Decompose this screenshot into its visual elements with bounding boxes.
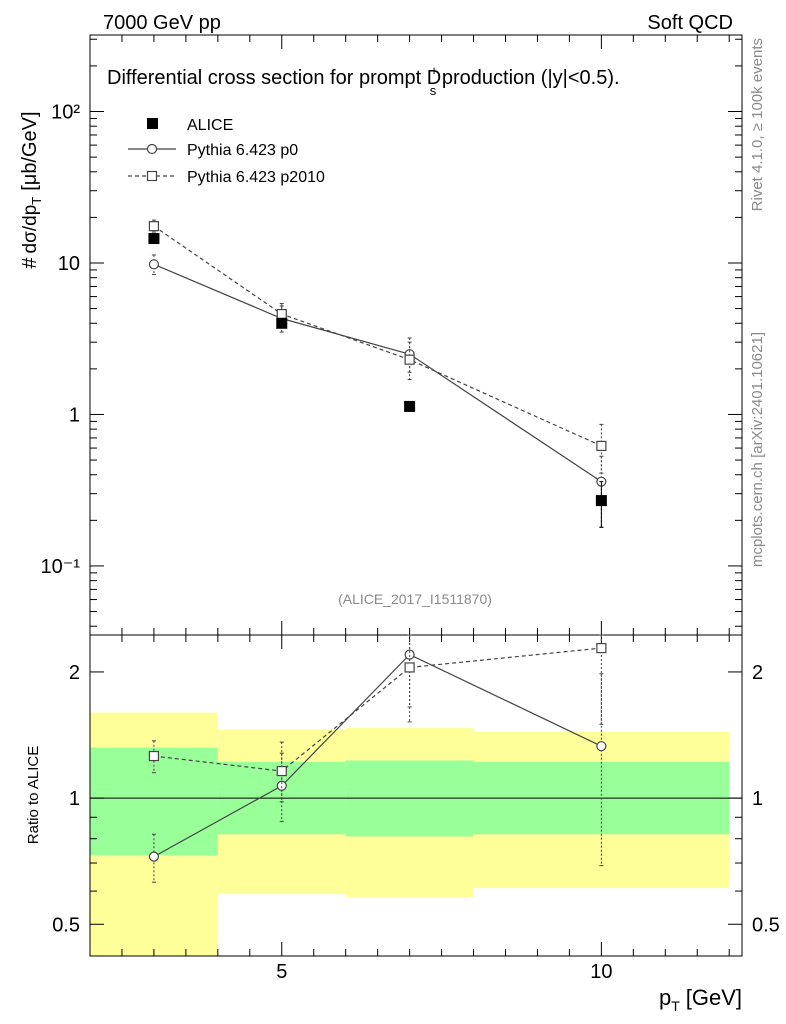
plot-title: Differential cross section for prompt D+… bbox=[107, 63, 620, 98]
main-point-pythia-6-423-p2010 bbox=[148, 221, 160, 232]
ratio-line-pythia-6-423-p0 bbox=[153, 653, 602, 858]
main-point-pythia-6-423-p0 bbox=[148, 259, 160, 270]
ratio-point-pythia-6-423-p0 bbox=[148, 851, 160, 862]
main-point-alice bbox=[404, 400, 416, 412]
xlabel-p: p bbox=[659, 985, 671, 1010]
legend-p2010-label: Pythia 6.423 p2010 bbox=[187, 169, 325, 186]
legend-p0-label: Pythia 6.423 p0 bbox=[187, 142, 298, 159]
ylabel-units: [μb/GeV] bbox=[19, 111, 41, 190]
legend: ALICE Pythia 6.423 p0 Pythia 6.423 p2010 bbox=[128, 117, 325, 186]
main-line-pythia-6-423-p0 bbox=[153, 263, 602, 483]
ratio-xtick-label: 10 bbox=[590, 961, 612, 983]
main-series bbox=[148, 219, 607, 528]
main-ytick-label: 10⁻¹ bbox=[41, 556, 81, 578]
main-ytick-label: 10² bbox=[51, 102, 80, 124]
ratio-ytick-label: 2 bbox=[69, 662, 80, 684]
ratio-xtick-label: 5 bbox=[276, 961, 287, 983]
xlabel-units: [GeV] bbox=[686, 985, 742, 1010]
ratio-series bbox=[148, 634, 607, 883]
main-point-alice bbox=[148, 233, 160, 245]
ratio-ylabel: Ratio to ALICE bbox=[25, 746, 42, 844]
analysis-id: (ALICE_2017_I1511870) bbox=[338, 591, 492, 607]
main-ylabel-text: #dσ/dpT[μb/GeV] bbox=[19, 111, 44, 268]
title-pre: Differential cross section for prompt D bbox=[107, 67, 441, 89]
header-right: Soft QCD bbox=[647, 12, 733, 34]
xlabel-T: T bbox=[671, 998, 680, 1014]
ratio-ytick-label: 1 bbox=[69, 788, 80, 810]
main-ytick-label: 10 bbox=[58, 253, 80, 275]
ratio-ytick-label: 0.5 bbox=[52, 914, 80, 936]
side-rivet: Rivet 4.1.0, ≥ 100k events bbox=[749, 38, 766, 211]
ratio-point-pythia-6-423-p0 bbox=[596, 741, 607, 752]
ratio-ytick-label-right: 2 bbox=[752, 662, 763, 684]
main-axis-ticks: 10⁻¹ 1 10 10² bbox=[41, 35, 742, 635]
legend-alice-marker bbox=[147, 118, 158, 129]
main-point-alice bbox=[276, 317, 288, 329]
ratio-axis-ticks: 5 10 0.5 0.5 1 1 2 2 bbox=[52, 635, 780, 983]
legend-alice-label: ALICE bbox=[187, 117, 233, 134]
ratio-point-pythia-6-423-p2010 bbox=[596, 642, 607, 654]
ratio-bands bbox=[90, 712, 730, 956]
header-left: 7000 GeV pp bbox=[103, 12, 221, 34]
main-point-pythia-6-423-p2010 bbox=[276, 308, 287, 320]
main-line-pythia-6-423-p2010 bbox=[153, 225, 602, 447]
ratio-point-pythia-6-423-p2010 bbox=[148, 750, 160, 762]
main-ylabel: #dσ/dpT[μb/GeV] bbox=[19, 111, 44, 268]
side-mcplots: mcplots.cern.ch [arXiv:2401.10621] bbox=[749, 332, 766, 567]
ratio-point-pythia-6-423-p2010 bbox=[276, 765, 287, 777]
xlabel: pT [GeV] bbox=[659, 985, 742, 1014]
main-ytick-label: 1 bbox=[69, 404, 80, 426]
title-sup: + bbox=[430, 63, 438, 78]
ylabel-hash: # bbox=[19, 257, 41, 269]
main-point-pythia-6-423-p2010 bbox=[596, 440, 607, 452]
ratio-line-pythia-6-423-p2010 bbox=[153, 647, 602, 772]
ratio-ytick-label-right: 0.5 bbox=[752, 914, 780, 936]
title-post: production (|y|<0.5). bbox=[436, 67, 619, 89]
main-point-pythia-6-423-p2010 bbox=[404, 354, 415, 365]
title-sub: s bbox=[430, 83, 437, 98]
legend-p0-marker bbox=[146, 143, 158, 155]
ratio-point-pythia-6-423-p2010 bbox=[404, 662, 415, 673]
main-point-alice bbox=[595, 495, 607, 507]
legend-p2010-marker bbox=[146, 170, 158, 182]
ratio-ytick-label-right: 1 bbox=[752, 788, 763, 810]
ratio-frame bbox=[89, 634, 743, 957]
